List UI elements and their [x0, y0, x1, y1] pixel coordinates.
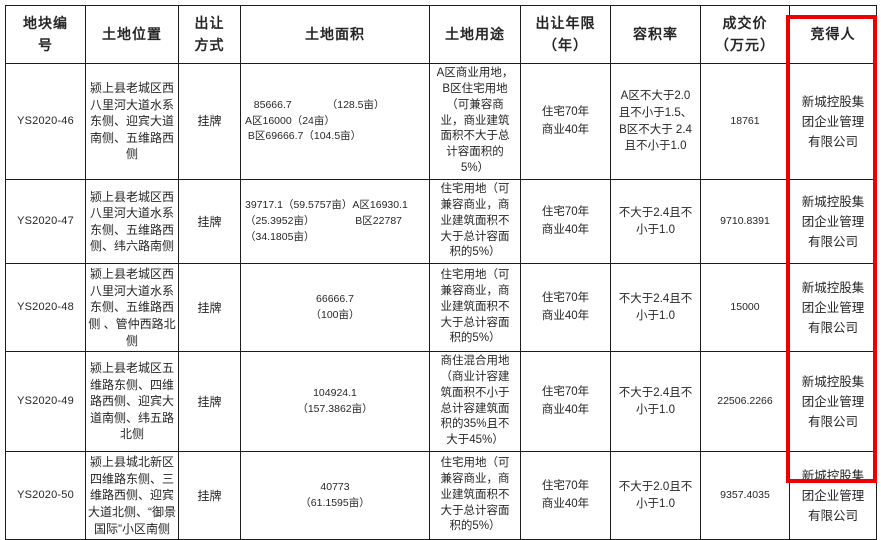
table-header: 地块编 号土地位置 出让 方式 土地面积 土地用途 出让年限 （年） 容积率 成交价 （万元…	[5, 5, 877, 64]
land-sale-table: 地块编 号土地位置 出让 方式 土地面积 土地用途 出让年限 （年） 容积率 成交价 （万元…	[5, 5, 877, 540]
cell-method: 挂牌	[178, 263, 241, 353]
cell-price: 9710.8391	[700, 179, 790, 265]
cell-usage: 住宅用地（可兼容商业，商业建筑面积不大于总计容面积的5%）	[429, 263, 521, 353]
col-header-location: 土地位置	[85, 5, 179, 64]
cell-price: 9357.4035	[700, 451, 790, 540]
cell-far: 不大于2.4且不小于1.0	[610, 351, 701, 453]
cell-method: 挂牌	[178, 62, 241, 181]
cell-area: 85666.7 （128.5亩） A区16000（24亩） B区69666.7（…	[240, 62, 430, 181]
cell-area: 66666.7 （100亩）	[240, 263, 430, 353]
cell-tenure: 住宅70年 商业40年	[520, 62, 611, 181]
cell-area: 40773 （61.1595亩）	[240, 451, 430, 540]
table-row: YS2020-49 颍上县老城区五维路东侧、四维路西侧、迎宾大道南侧、纬五路北侧挂…	[5, 351, 877, 453]
cell-winner: 新城控股集团企业管理有限公司	[789, 351, 877, 453]
col-header-price: 成交价 （万元）	[700, 5, 790, 64]
cell-method: 挂牌	[178, 179, 241, 265]
cell-tenure: 住宅70年 商业40年	[520, 179, 611, 265]
table-row: YS2020-50 颍上县城北新区四维路东侧、三维路西侧、迎宾大道北侧、“御景国际…	[5, 451, 877, 540]
cell-far: A区不大于2.0且不小于1.5、B区不大于 2.4且不小于1.0	[610, 62, 701, 181]
cell-plot-id: YS2020-46	[5, 62, 86, 181]
col-header-winner: 竞得人	[789, 5, 877, 64]
cell-location: 颍上县老城区西八里河大道水系东侧、五维路西侧、纬六路南侧	[85, 179, 179, 265]
cell-price: 18761	[700, 62, 790, 181]
cell-method: 挂牌	[178, 351, 241, 453]
cell-winner: 新城控股集团企业管理有限公司	[789, 263, 877, 353]
table-row: YS2020-48 颍上县老城区西八里河大道水系东侧、五维路西侧 、管仲西路北侧挂…	[5, 263, 877, 353]
cell-usage: 商住混合用地（商业计容建筑面积不小于总计容建筑面积的35%且不大于45%）	[429, 351, 521, 453]
col-header-plot-id: 地块编 号	[5, 5, 86, 64]
cell-location: 颍上县老城区西八里河大道水系东侧、迎宾大道南侧、五维路西侧	[85, 62, 179, 181]
cell-location: 颍上县老城区西八里河大道水系东侧、五维路西侧 、管仲西路北侧	[85, 263, 179, 353]
cell-plot-id: YS2020-49	[5, 351, 86, 453]
cell-plot-id: YS2020-50	[5, 451, 86, 540]
col-header-tenure: 出让年限 （年）	[520, 5, 611, 64]
cell-winner: 新城控股集团企业管理有限公司	[789, 179, 877, 265]
cell-area: 104924.1 （157.3862亩）	[240, 351, 430, 453]
cell-plot-id: YS2020-48	[5, 263, 86, 353]
cell-far: 不大于2.0且不小于1.0	[610, 451, 701, 540]
cell-usage: 住宅用地（可兼容商业，商业建筑面积不大于总计容面积的5%）	[429, 451, 521, 540]
cell-tenure: 住宅70年 商业40年	[520, 263, 611, 353]
cell-usage: A区商业用地，B区住宅用地（可兼容商业，商业建筑面积不大于总计容面积的5%）	[429, 62, 521, 181]
cell-location: 颍上县城北新区四维路东侧、三维路西侧、迎宾大道北侧、“御景国际”小区南侧	[85, 451, 179, 540]
col-header-area: 土地面积	[240, 5, 430, 64]
cell-tenure: 住宅70年 商业40年	[520, 351, 611, 453]
table-row: YS2020-46 颍上县老城区西八里河大道水系东侧、迎宾大道南侧、五维路西侧 挂牌…	[5, 62, 877, 181]
cell-winner: 新城控股集团企业管理有限公司	[789, 62, 877, 181]
cell-location: 颍上县老城区五维路东侧、四维路西侧、迎宾大道南侧、纬五路北侧	[85, 351, 179, 453]
cell-winner: 新城控股集团企业管理有限公司	[789, 451, 877, 540]
table-row: YS2020-47 颍上县老城区西八里河大道水系东侧、五维路西侧、纬六路南侧 挂牌 3…	[5, 179, 877, 265]
col-header-usage: 土地用途	[429, 5, 521, 64]
land-table-body: YS2020-46 颍上县老城区西八里河大道水系东侧、迎宾大道南侧、五维路西侧 挂牌…	[5, 62, 877, 540]
cell-method: 挂牌	[178, 451, 241, 540]
col-header-far: 容积率	[610, 5, 701, 64]
cell-plot-id: YS2020-47	[5, 179, 86, 265]
cell-price: 22506.2266	[700, 351, 790, 453]
cell-area: 39717.1（59.5757亩）A区16930.1 （25.3952亩） B区…	[240, 179, 430, 265]
cell-tenure: 住宅70年 商业40年	[520, 451, 611, 540]
col-header-method: 出让 方式	[178, 5, 241, 64]
cell-price: 15000	[700, 263, 790, 353]
cell-far: 不大于2.4且不小于1.0	[610, 179, 701, 265]
page: 地块编 号土地位置 出让 方式 土地面积 土地用途 出让年限 （年） 容积率 成交价 （万元…	[0, 5, 881, 540]
cell-usage: 住宅用地（可兼容商业，商业建筑面积不大于总计容面积的5%）	[429, 179, 521, 265]
cell-far: 不大于2.4且不小于1.0	[610, 263, 701, 353]
header-row: 地块编 号土地位置 出让 方式 土地面积 土地用途 出让年限 （年） 容积率 成交价 （万元…	[5, 5, 877, 64]
